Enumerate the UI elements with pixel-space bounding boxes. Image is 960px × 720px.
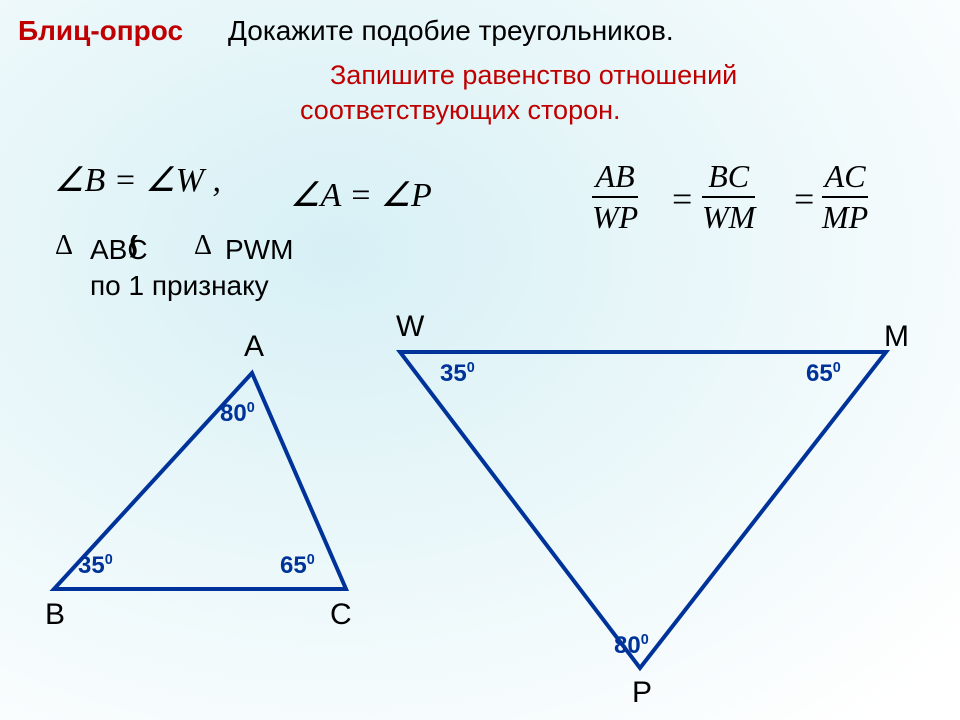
eq-angle-bw: ∠B = ∠W , [54,160,221,200]
frac-den: MP [822,199,868,236]
vertex-c: C [330,598,352,632]
similar-sign: ∽ [114,232,154,261]
frac-bar [592,196,638,198]
angle-p-80: 800 [614,632,649,660]
angle-b-35: 350 [78,552,113,580]
angle-c-65: 650 [280,552,315,580]
blitz-header: Блиц-опрос [18,15,183,47]
angle-w-35: 350 [440,360,475,388]
angle-a-80: 800 [220,400,255,428]
delta2: Δ [194,230,212,262]
vertex-a: A [244,330,264,364]
by-first: по 1 признаку [90,270,269,302]
eq-angle-ap: ∠A = ∠P [290,175,432,215]
frac-den: WM [702,199,755,236]
angle-m-65: 650 [806,360,841,388]
vertex-b: B [45,598,65,632]
delta1: Δ [55,230,73,262]
write-line1: Запишите равенство отношений [330,60,737,91]
frac-bc-wm-wrap: BC WM [702,158,755,236]
prove-title: Докажите подобие треугольников. [228,15,674,47]
frac-bar [702,196,755,198]
eq-sign-2: = [794,178,814,220]
eq-sign-1: = [672,178,692,220]
triangle-pwm [400,352,886,668]
pwm-label: PWM [225,234,293,266]
frac-bc-wm: BC WM [702,158,755,236]
vertex-m: M [884,320,909,354]
write-line2: соответствующих сторон. [300,95,621,126]
vertex-w: W [396,310,424,344]
frac-ac-mp: AC MP [822,158,868,236]
frac-ac-mp-wrap: AC MP [822,158,868,236]
frac-num: AB [592,158,638,195]
frac-num: AC [822,158,868,195]
vertex-p: P [632,676,652,710]
frac-bar [822,196,868,198]
frac-num: BC [702,158,755,195]
frac-den: WP [592,199,638,236]
ratio-equality: AB WP [592,158,638,236]
frac-ab-wp: AB WP [592,158,638,236]
